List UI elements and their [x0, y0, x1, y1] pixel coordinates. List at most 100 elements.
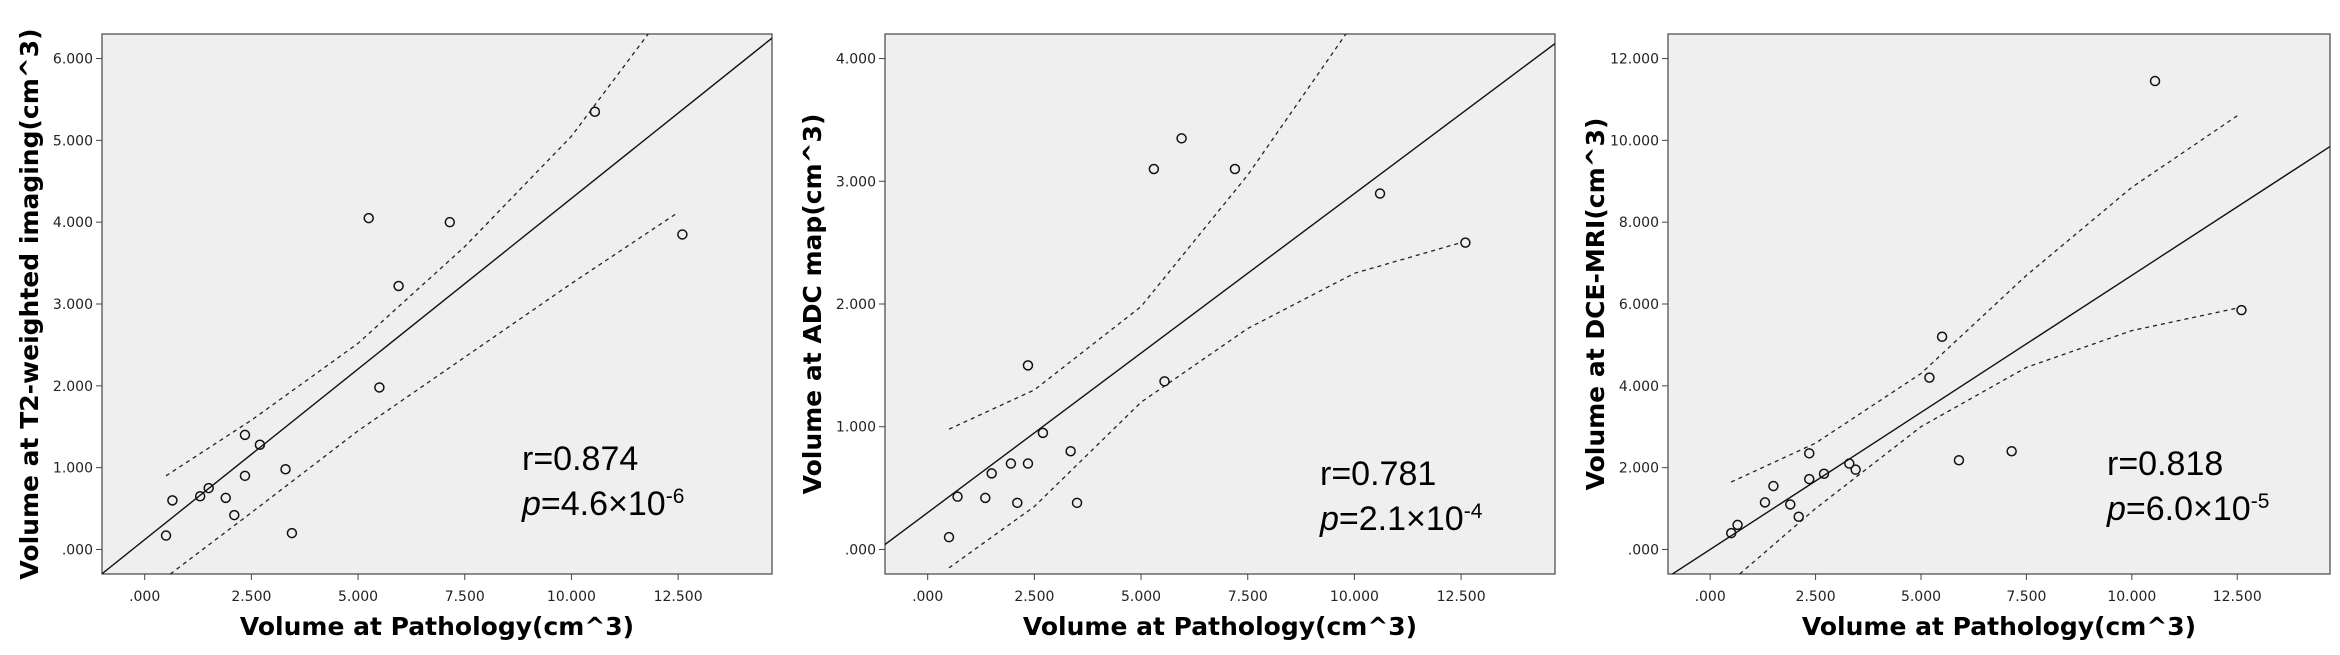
x-tick-label: 12.500 [654, 589, 703, 605]
data-point [943, 531, 955, 543]
data-point [677, 229, 688, 240]
data-point [160, 530, 172, 541]
y-tick-label: .000 [845, 542, 876, 558]
data-point [444, 216, 456, 228]
data-point [980, 492, 991, 504]
data-point [1022, 360, 1034, 371]
x-tick-label: .000 [1695, 589, 1726, 605]
data-point [393, 280, 404, 292]
plot-content [1671, 75, 2330, 574]
y-tick-label: 8.000 [1619, 215, 1659, 231]
plot-area [884, 33, 1556, 575]
data-point [589, 106, 601, 117]
data-point [239, 429, 251, 441]
x-tick-label: 10.000 [1330, 589, 1379, 605]
data-point [2006, 446, 2017, 457]
data-point [1785, 499, 1796, 510]
data-point [1460, 237, 1471, 248]
y-axis-label: Volume at T2-weighted imaging(cm^3) [15, 28, 44, 579]
data-point [254, 439, 266, 450]
data-point [1065, 446, 1076, 457]
chart-panel-2: .000 1.000 2.000 3.000 4.000 .000 2.500 5.000 7.… [798, 33, 1556, 641]
data-point [1176, 133, 1187, 144]
data-point [194, 491, 206, 502]
data-point [1229, 163, 1241, 175]
data-point [1844, 458, 1855, 469]
data-point [2236, 304, 2247, 316]
y-tick-label: 4.000 [836, 52, 876, 68]
data-point [203, 482, 214, 494]
data-point [1725, 527, 1737, 539]
x-tick-label: 12.500 [1437, 589, 1486, 605]
data-point [1850, 464, 1861, 475]
y-tick-label: 2.000 [53, 379, 93, 395]
y-tick-label: .000 [62, 542, 93, 558]
chart-panel-3: .000 2.000 4.000 6.000 8.000 10.000 12.000 .000… [1581, 33, 2331, 641]
y-tick-label: 12.000 [1610, 52, 1659, 68]
data-point [1012, 497, 1023, 509]
x-axis-label: Volume at Pathology(cm^3) [1802, 612, 2196, 641]
y-tick-label: 2.000 [1619, 461, 1659, 477]
plot-content [885, 34, 1555, 569]
p-value: p=6.0×10-5 [2106, 490, 2269, 528]
y-tick-label: 5.000 [53, 133, 93, 149]
correlation-r: r=0.874 [522, 440, 638, 478]
y-tick-label: .000 [1628, 542, 1659, 558]
ci-upper-line [1730, 115, 2238, 483]
p-value: p=4.6×10-6 [521, 485, 684, 523]
y-tick-label: 4.000 [1619, 379, 1659, 395]
data-point [1793, 511, 1804, 522]
data-point [986, 468, 997, 479]
y-tick-label: 4.000 [53, 215, 93, 231]
data-point [1732, 519, 1743, 531]
y-axis-label: Volume at DCE-MRI(cm^3) [1581, 118, 1610, 491]
regression-line [102, 37, 772, 574]
regression-line [1671, 145, 2330, 574]
data-point [239, 470, 251, 482]
x-tick-label: 12.500 [2213, 589, 2262, 605]
x-tick-label: 5.000 [1121, 589, 1161, 605]
data-point [280, 464, 291, 475]
data-point [229, 509, 240, 521]
data-point [1804, 448, 1815, 459]
data-point [286, 527, 298, 539]
x-tick-label: 2.500 [231, 589, 271, 605]
plot-area [1667, 33, 2331, 575]
x-tick-label: 7.500 [445, 589, 485, 605]
y-tick-label: 3.000 [836, 174, 876, 190]
y-axis-label: Volume at ADC map(cm^3) [798, 114, 827, 495]
data-point [1022, 458, 1034, 469]
p-value: p=2.1×10-4 [1319, 500, 1483, 538]
x-tick-label: 2.500 [1014, 589, 1054, 605]
ci-upper-line [165, 34, 649, 477]
correlation-r: r=0.781 [1320, 455, 1436, 493]
data-point [1159, 376, 1170, 387]
data-point [1818, 468, 1830, 480]
data-point [1804, 473, 1815, 485]
regression-line [885, 43, 1555, 546]
x-axis-label: Volume at Pathology(cm^3) [240, 612, 634, 641]
data-point [1071, 497, 1083, 509]
x-tick-label: .000 [129, 589, 160, 605]
y-tick-label: 1.000 [53, 461, 93, 477]
x-tick-label: 10.000 [547, 589, 596, 605]
x-tick-label: 7.500 [2006, 589, 2046, 605]
data-point [1768, 480, 1779, 492]
data-point [1953, 455, 1965, 466]
y-tick-label: 6.000 [1619, 297, 1659, 313]
data-point [1924, 372, 1935, 383]
data-point [220, 492, 232, 504]
correlation-r: r=0.818 [2107, 445, 2223, 483]
y-tick-label: 6.000 [53, 52, 93, 68]
data-point [2149, 75, 2161, 87]
chart-panel-1: .000 1.000 2.000 3.000 4.000 5.000 6.000 .000 2.… [15, 28, 773, 641]
data-point [1936, 331, 1948, 342]
x-tick-label: 5.000 [338, 589, 378, 605]
data-point [952, 491, 963, 502]
y-tick-label: 1.000 [836, 420, 876, 436]
ci-lower-line [948, 241, 1462, 569]
data-point [374, 382, 385, 393]
x-tick-label: 2.500 [1796, 589, 1836, 605]
x-tick-label: .000 [912, 589, 943, 605]
